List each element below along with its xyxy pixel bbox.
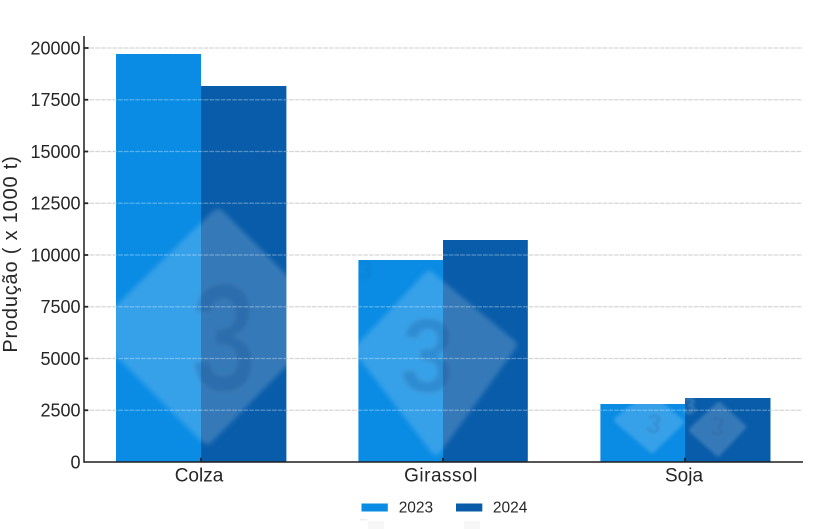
svg-text:2500: 2500 xyxy=(40,401,80,421)
svg-text:5000: 5000 xyxy=(40,349,80,369)
svg-text:Produção ( x 1000 t): Produção ( x 1000 t) xyxy=(0,155,22,352)
svg-text:Colza: Colza xyxy=(175,466,224,487)
svg-text:0: 0 xyxy=(70,452,80,472)
svg-text:3: 3 xyxy=(644,408,663,440)
svg-text:20000: 20000 xyxy=(30,38,80,58)
svg-text:7500: 7500 xyxy=(40,297,80,317)
svg-text:3: 3 xyxy=(358,255,372,285)
svg-text:10000: 10000 xyxy=(30,245,80,265)
svg-text:3: 3 xyxy=(682,393,695,420)
svg-text:Girassol: Girassol xyxy=(404,466,478,487)
svg-text:2023: 2023 xyxy=(399,500,433,517)
svg-text:17500: 17500 xyxy=(30,90,80,110)
svg-text:3: 3 xyxy=(708,411,727,443)
svg-text:3: 3 xyxy=(191,252,257,425)
svg-text:2024: 2024 xyxy=(493,500,528,517)
svg-text:3: 3 xyxy=(397,294,458,416)
svg-text:Soja: Soja xyxy=(665,466,703,487)
svg-text:15000: 15000 xyxy=(30,142,80,162)
svg-text:12500: 12500 xyxy=(30,194,80,214)
